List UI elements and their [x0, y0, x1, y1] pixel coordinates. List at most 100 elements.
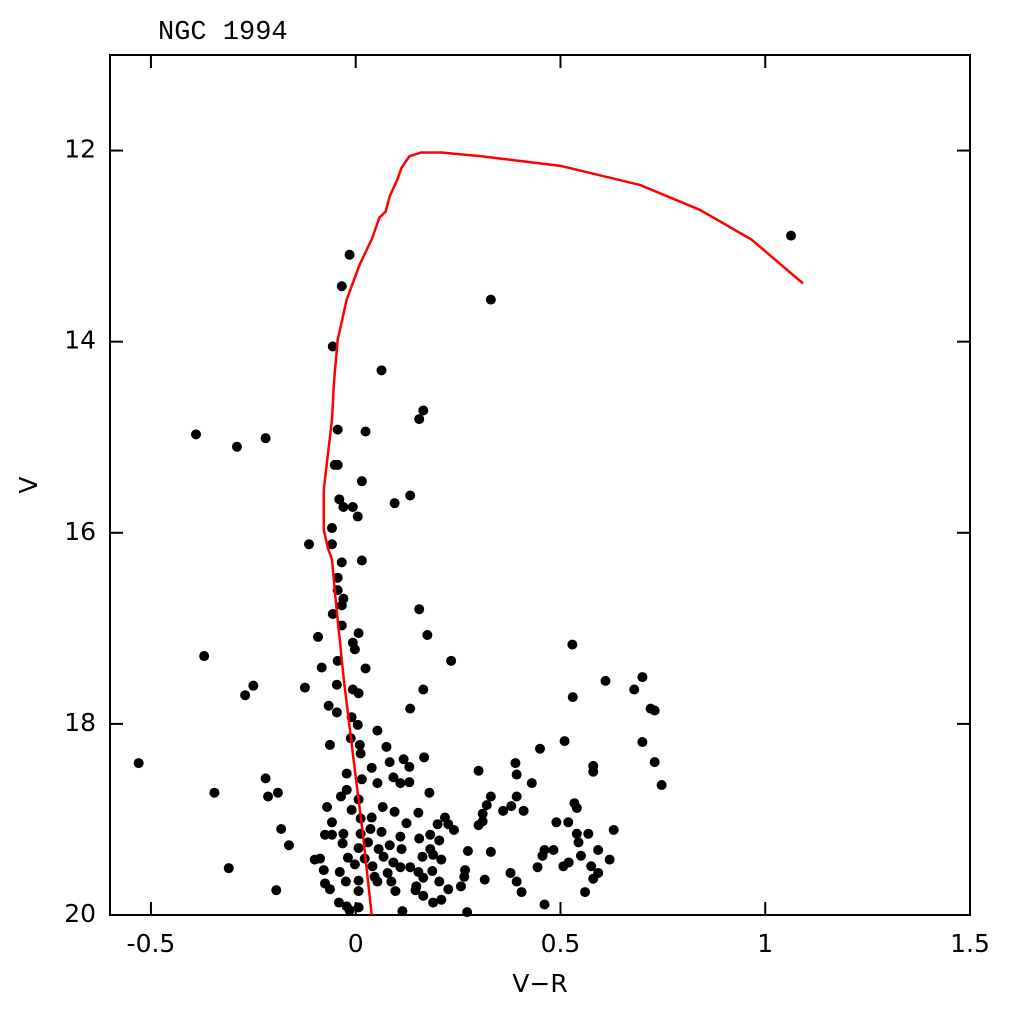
star-point	[366, 812, 377, 823]
isochrone-line	[322, 151, 804, 916]
star-point	[405, 490, 416, 501]
star-point	[485, 846, 496, 857]
star-point	[333, 897, 344, 908]
star-point	[338, 828, 349, 839]
star-point	[455, 881, 466, 892]
star-point	[378, 851, 389, 862]
star-point	[608, 824, 619, 835]
star-point	[600, 675, 611, 686]
star-point	[332, 459, 343, 470]
star-point	[551, 817, 562, 828]
star-point	[283, 840, 294, 851]
star-point	[248, 680, 259, 691]
star-point	[462, 907, 473, 918]
star-point	[604, 854, 615, 865]
star-point	[506, 801, 517, 812]
y-tick-label: 20	[64, 899, 96, 928]
star-point	[327, 609, 338, 619]
star-point	[422, 630, 433, 641]
star-point	[318, 865, 329, 876]
x-axis-label: V−R	[512, 969, 567, 998]
star-point	[353, 875, 364, 886]
star-point	[395, 831, 406, 842]
star-point	[414, 833, 425, 844]
star-point	[313, 631, 324, 642]
star-point	[316, 662, 327, 673]
star-point	[276, 824, 287, 834]
plot-frame	[109, 54, 971, 916]
star-point	[304, 539, 315, 550]
star-point	[573, 837, 584, 848]
star-point	[526, 778, 537, 789]
star-point	[417, 851, 428, 862]
star-point	[432, 819, 443, 830]
star-point	[548, 845, 559, 856]
star-point	[511, 769, 522, 780]
y-tick-label: 14	[64, 326, 96, 355]
star-point	[481, 800, 492, 811]
star-point	[414, 604, 425, 615]
star-point	[191, 429, 201, 440]
star-point	[240, 690, 251, 701]
star-point	[485, 791, 496, 802]
star-point	[353, 628, 364, 639]
star-point	[324, 884, 335, 895]
y-tick-label: 18	[64, 708, 96, 737]
star-point	[384, 840, 395, 851]
x-tick-label: 0.5	[541, 929, 581, 958]
star-point	[462, 845, 473, 856]
y-tick-label: 16	[64, 517, 96, 546]
star-point	[510, 758, 521, 769]
star-point	[271, 885, 282, 896]
star-point	[586, 861, 597, 872]
star-point	[344, 249, 355, 260]
star-point	[425, 829, 436, 840]
star-point	[334, 867, 345, 877]
star-point	[353, 902, 364, 913]
star-point	[386, 876, 397, 887]
star-point	[396, 844, 407, 855]
star-point	[356, 476, 367, 487]
star-point	[326, 829, 337, 840]
star-point	[443, 884, 454, 895]
star-point	[376, 826, 387, 837]
star-point	[326, 817, 337, 828]
star-point	[327, 341, 338, 352]
star-point	[366, 762, 377, 773]
star-point	[332, 655, 343, 666]
star-point	[649, 757, 660, 768]
star-point	[567, 692, 578, 703]
star-point	[511, 791, 522, 802]
star-point	[401, 818, 412, 829]
star-point	[571, 828, 582, 839]
star-point	[539, 899, 550, 910]
chart-title: NGC 1994	[158, 18, 288, 48]
star-point	[331, 707, 342, 718]
star-point	[272, 787, 283, 798]
star-point	[571, 802, 582, 813]
star-point	[352, 719, 363, 730]
star-point	[346, 804, 357, 815]
star-point	[299, 682, 310, 693]
star-point	[356, 555, 367, 566]
star-point	[459, 871, 470, 882]
star-point	[411, 881, 422, 892]
star-point	[532, 862, 543, 873]
star-point	[473, 820, 484, 831]
star-point	[223, 863, 234, 874]
x-tick-label: 1	[757, 929, 773, 958]
star-point	[637, 737, 648, 748]
star-point	[340, 876, 351, 887]
star-point	[559, 736, 570, 747]
star-point	[389, 806, 400, 817]
star-point	[231, 441, 242, 452]
star-point	[353, 688, 364, 699]
star-point	[376, 365, 387, 376]
star-point	[337, 838, 348, 849]
star-point	[332, 424, 343, 435]
star-point	[349, 644, 360, 655]
star-point	[558, 861, 569, 872]
star-point	[449, 824, 459, 835]
star-point	[583, 828, 594, 839]
